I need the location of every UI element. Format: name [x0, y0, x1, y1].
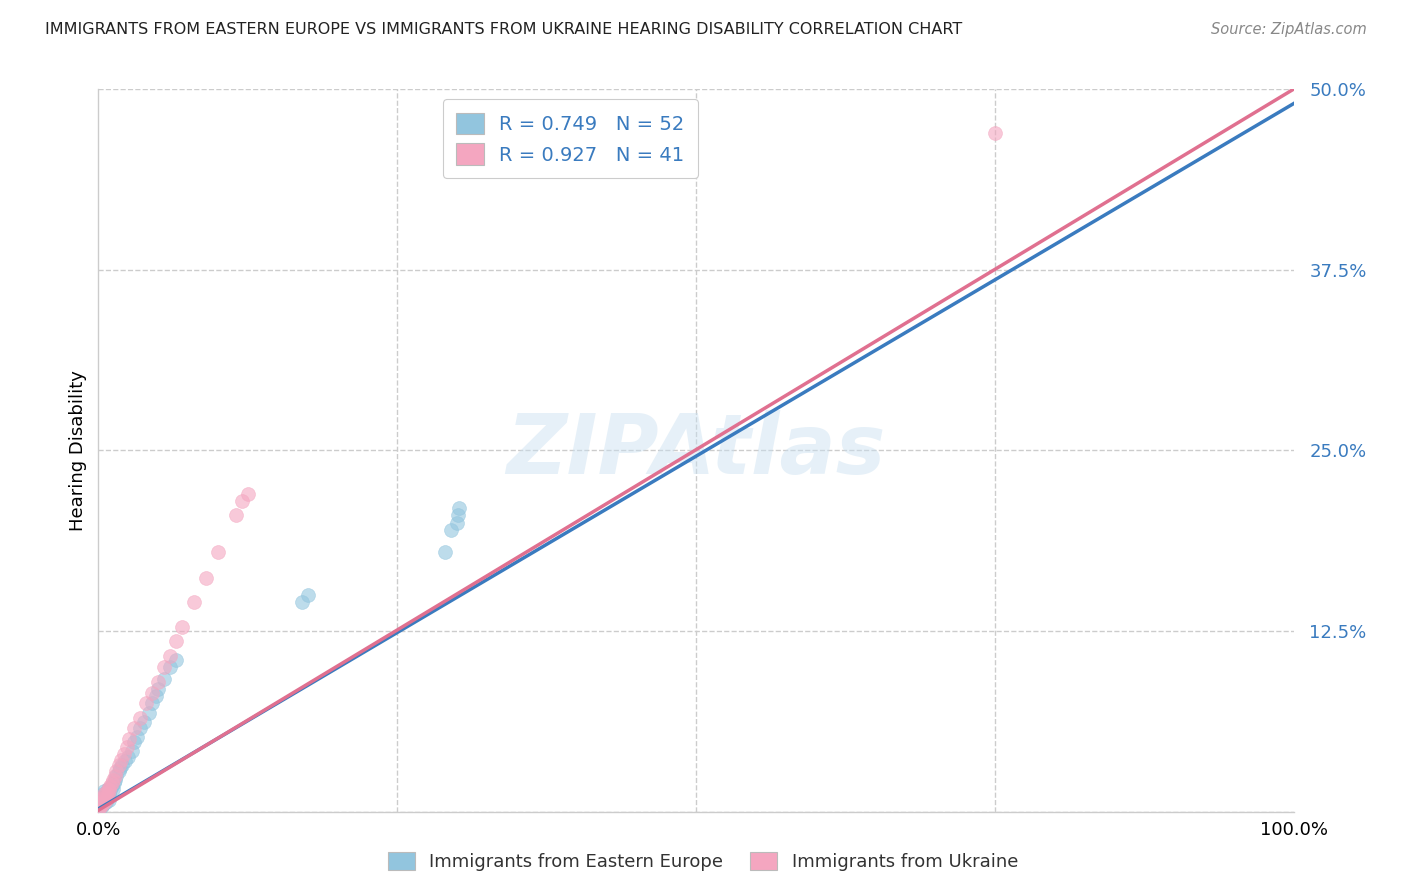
Legend: R = 0.749   N = 52, R = 0.927   N = 41: R = 0.749 N = 52, R = 0.927 N = 41 [443, 99, 697, 178]
Text: IMMIGRANTS FROM EASTERN EUROPE VS IMMIGRANTS FROM UKRAINE HEARING DISABILITY COR: IMMIGRANTS FROM EASTERN EUROPE VS IMMIGR… [45, 22, 962, 37]
Point [91, 799, 114, 814]
Point [90, 799, 112, 814]
Point [141, 686, 163, 700]
Point [148, 674, 170, 689]
Point [93, 795, 115, 809]
Point [124, 735, 146, 749]
Text: ZIPAtlas: ZIPAtlas [506, 410, 886, 491]
Point [97, 781, 120, 796]
Point [107, 758, 129, 772]
Point [93, 788, 115, 802]
Point [159, 648, 181, 663]
Point [98, 779, 122, 793]
Point [107, 764, 129, 779]
Point [94, 795, 117, 809]
Point [91, 797, 114, 812]
Point [91, 793, 114, 807]
Point [91, 788, 114, 802]
Point [236, 487, 259, 501]
Point [90, 799, 112, 814]
Point [91, 791, 114, 805]
Point [231, 494, 253, 508]
Point [291, 595, 314, 609]
Point [101, 781, 124, 796]
Point [440, 523, 463, 537]
Legend: Immigrants from Eastern Europe, Immigrants from Ukraine: Immigrants from Eastern Europe, Immigran… [381, 846, 1025, 879]
Point [135, 696, 157, 710]
Point [96, 791, 118, 805]
Point [93, 791, 115, 805]
Point [93, 796, 115, 810]
Point [984, 126, 1007, 140]
Point [93, 784, 115, 798]
Point [297, 588, 319, 602]
Point [148, 681, 170, 696]
Point [153, 660, 176, 674]
Point [153, 672, 176, 686]
Point [138, 706, 160, 721]
Point [101, 772, 124, 787]
Point [97, 788, 120, 802]
Point [117, 749, 139, 764]
Point [447, 508, 470, 523]
Point [129, 721, 152, 735]
Point [110, 753, 132, 767]
Point [159, 660, 181, 674]
Point [129, 711, 152, 725]
Y-axis label: Hearing Disability: Hearing Disability [69, 370, 87, 531]
Point [104, 769, 127, 783]
Point [118, 732, 141, 747]
Point [172, 620, 194, 634]
Point [225, 508, 247, 523]
Point [90, 793, 112, 807]
Point [100, 776, 122, 790]
Point [112, 747, 135, 761]
Point [94, 786, 117, 800]
Point [90, 796, 112, 810]
Point [97, 790, 120, 805]
Point [89, 800, 111, 814]
Point [89, 800, 111, 814]
Point [100, 779, 122, 793]
Point [108, 761, 131, 775]
Point [115, 739, 138, 754]
Point [96, 790, 118, 805]
Point [98, 788, 121, 802]
Point [121, 744, 143, 758]
Point [94, 790, 117, 805]
Point [124, 721, 146, 735]
Point [132, 715, 155, 730]
Point [114, 754, 136, 768]
Point [103, 776, 125, 790]
Point [183, 595, 205, 609]
Point [125, 730, 148, 744]
Point [449, 501, 471, 516]
Point [98, 783, 121, 797]
Point [91, 790, 114, 805]
Point [97, 781, 120, 796]
Point [90, 795, 112, 809]
Point [98, 783, 122, 797]
Point [434, 544, 457, 558]
Point [96, 786, 118, 800]
Point [91, 796, 114, 810]
Point [104, 772, 127, 787]
Point [105, 764, 128, 779]
Point [446, 516, 468, 530]
Point [91, 790, 114, 805]
Point [141, 696, 163, 710]
Point [145, 689, 167, 703]
Point [98, 793, 121, 807]
Text: Source: ZipAtlas.com: Source: ZipAtlas.com [1211, 22, 1367, 37]
Point [91, 796, 114, 810]
Point [105, 769, 128, 783]
Point [94, 793, 117, 807]
Point [111, 758, 134, 772]
Point [91, 797, 114, 812]
Point [195, 571, 218, 585]
Point [165, 634, 187, 648]
Point [207, 544, 229, 558]
Point [165, 653, 187, 667]
Point [89, 797, 111, 812]
